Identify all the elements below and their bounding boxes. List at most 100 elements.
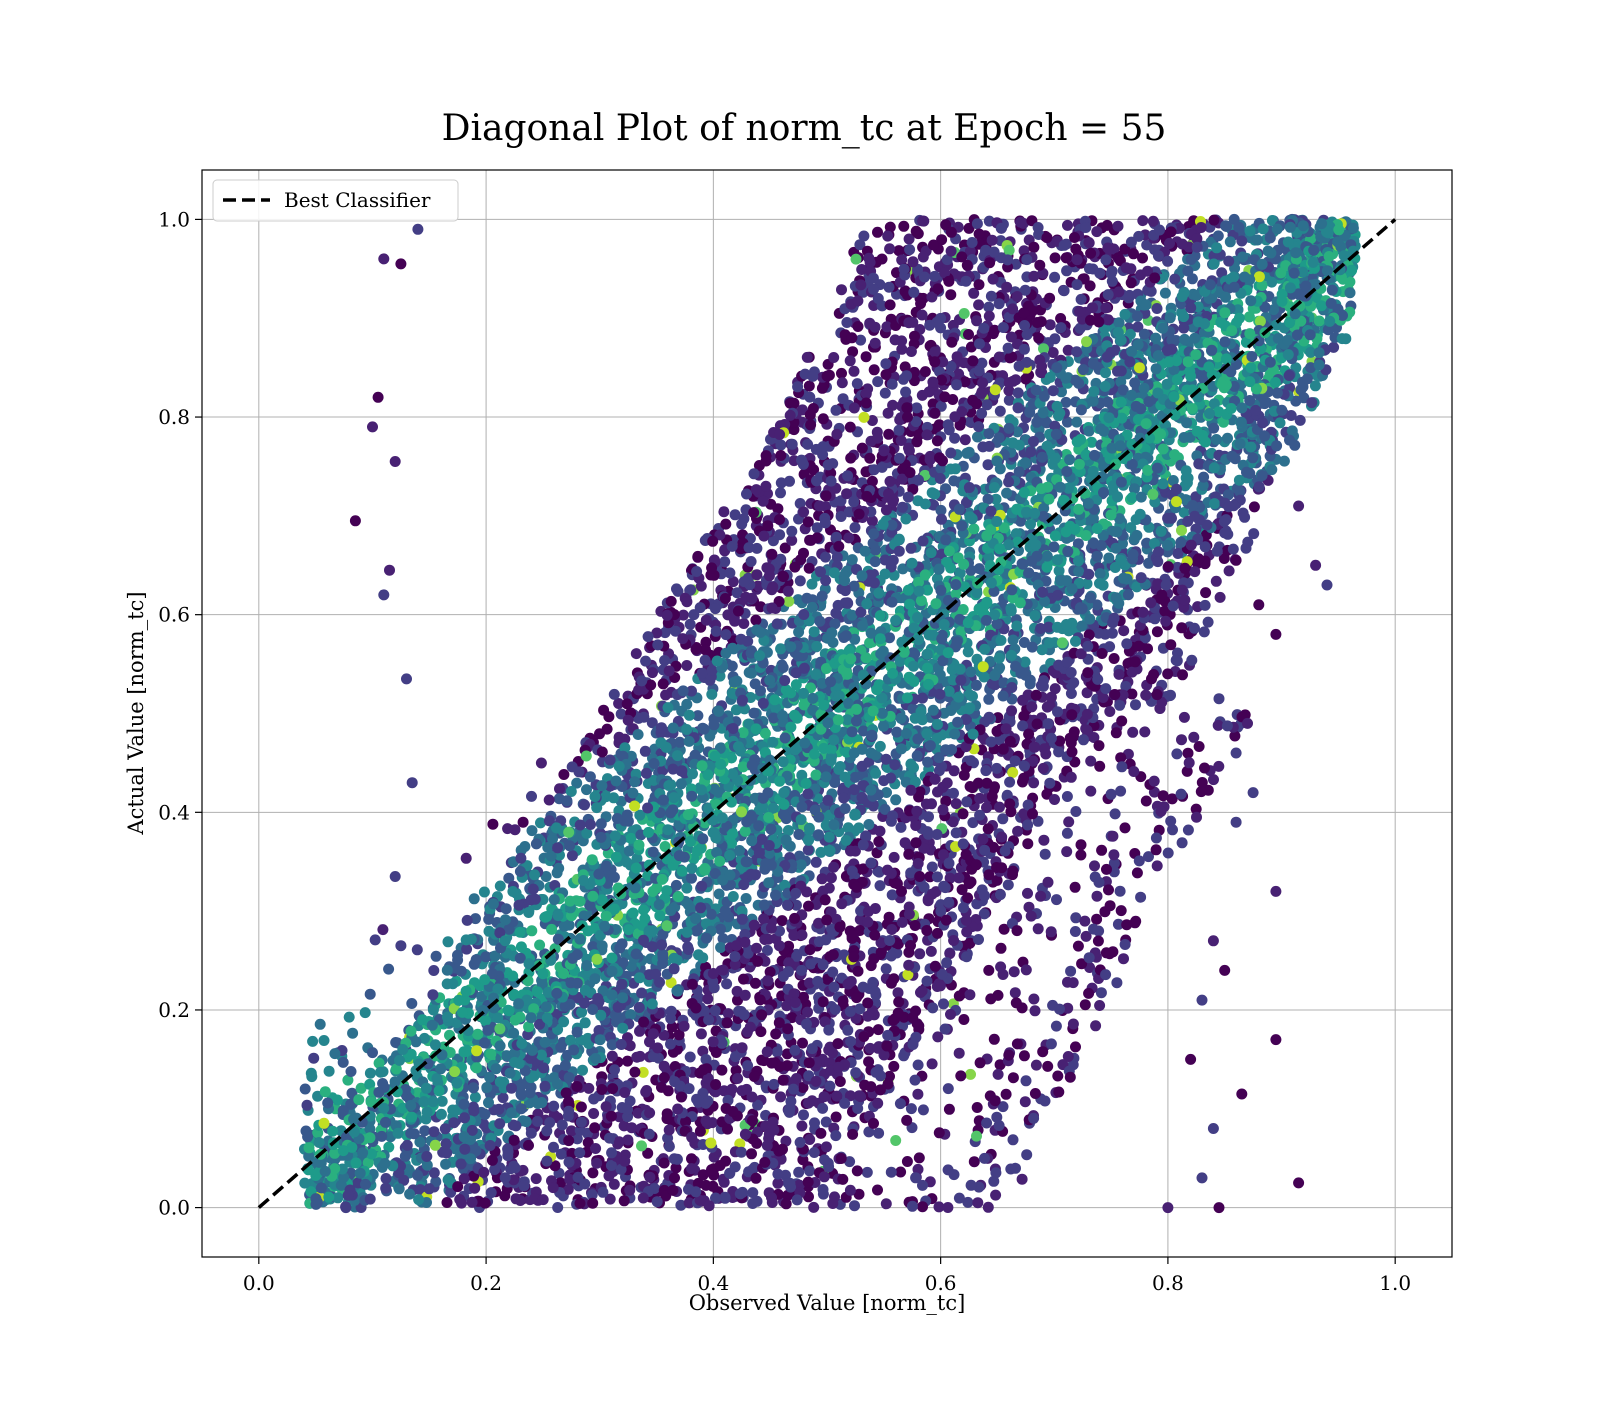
scatter-point <box>1090 1020 1101 1031</box>
scatter-point <box>775 487 786 498</box>
scatter-point <box>1224 565 1235 576</box>
scatter-point <box>945 289 956 300</box>
scatter-point <box>1094 761 1105 772</box>
scatter-point <box>783 966 794 977</box>
scatter-point <box>1115 886 1126 897</box>
scatter-point <box>1028 994 1039 1005</box>
scatter-point <box>755 1026 766 1037</box>
scatter-point <box>1152 626 1163 637</box>
scatter-point <box>659 655 670 666</box>
scatter-point <box>964 878 975 889</box>
scatter-point <box>973 299 984 310</box>
scatter-point <box>461 853 472 864</box>
scatter-point <box>736 519 747 530</box>
scatter-point <box>1199 626 1210 637</box>
scatter-point <box>1010 987 1021 998</box>
scatter-point <box>1279 456 1290 467</box>
scatter-point <box>1118 953 1129 964</box>
scatter-point <box>954 1193 965 1204</box>
scatter-point <box>715 942 726 953</box>
scatter-point <box>954 991 965 1002</box>
scatter-point <box>1171 748 1182 759</box>
scatter-point <box>1091 226 1102 237</box>
scatter-point <box>1151 844 1162 855</box>
scatter-point <box>796 1121 807 1132</box>
scatter-point <box>307 1036 318 1047</box>
scatter-point <box>718 506 729 517</box>
scatter-point <box>886 1167 897 1178</box>
scatter-point <box>365 989 376 1000</box>
scatter-point <box>306 1071 317 1082</box>
scatter-point <box>495 881 506 892</box>
scatter-point <box>912 495 923 506</box>
scatter-point <box>803 844 814 855</box>
scatter-point <box>1200 600 1211 611</box>
scatter-point <box>948 788 959 799</box>
scatter-point <box>990 1190 1001 1201</box>
scatter-point <box>768 803 779 814</box>
scatter-point <box>777 915 788 926</box>
scatter-point <box>383 964 394 975</box>
scatter-point <box>558 769 569 780</box>
scatter-point <box>1014 361 1025 372</box>
scatter-point <box>1176 734 1187 745</box>
scatter-point <box>868 1118 879 1129</box>
scatter-point <box>872 433 883 444</box>
scatter-point <box>1196 786 1207 797</box>
scatter-point <box>890 794 901 805</box>
scatter-point <box>998 691 1009 702</box>
scatter-point <box>526 925 537 936</box>
scatter-point <box>796 965 807 976</box>
scatter-point <box>442 1197 453 1208</box>
scatter-point <box>867 515 878 526</box>
scatter-point <box>995 406 1006 417</box>
scatter-point <box>720 1192 731 1203</box>
scatter-point <box>1110 808 1121 819</box>
scatter-point <box>590 791 601 802</box>
scatter-point <box>634 1002 645 1013</box>
scatter-point <box>1076 294 1087 305</box>
scatter-point <box>1008 1134 1019 1145</box>
scatter-point <box>469 1183 480 1194</box>
scatter-point <box>869 364 880 375</box>
scatter-point <box>1199 763 1210 774</box>
scatter-point <box>862 1167 873 1178</box>
scatter-point <box>836 368 847 379</box>
scatter-point <box>817 873 828 884</box>
scatter-point <box>828 352 839 363</box>
scatter-point <box>1109 653 1120 664</box>
scatter-point <box>1020 457 1031 468</box>
scatter-point <box>1065 966 1076 977</box>
scatter-point <box>1183 825 1194 836</box>
scatter-point <box>979 672 990 683</box>
scatter-point <box>841 317 852 328</box>
scatter-point <box>677 866 688 877</box>
scatter-point <box>1160 288 1171 299</box>
scatter-point <box>896 743 907 754</box>
scatter-point <box>619 1195 630 1206</box>
scatter-point <box>1026 911 1037 922</box>
scatter-point <box>1096 987 1107 998</box>
scatter-point <box>929 489 940 500</box>
scatter-point <box>820 552 831 563</box>
scatter-point <box>1061 265 1072 276</box>
scatter-point <box>815 1128 826 1139</box>
scatter-point <box>1172 548 1183 559</box>
scatter-point <box>971 680 982 691</box>
scatter-point <box>554 783 565 794</box>
scatter-point <box>412 944 423 955</box>
scatter-point <box>962 892 973 903</box>
scatter-point <box>647 886 658 897</box>
scatter-point <box>1071 417 1082 428</box>
scatter-point <box>721 978 732 989</box>
scatter-point <box>664 1125 675 1136</box>
scatter-point <box>1009 966 1020 977</box>
scatter-point <box>431 951 442 962</box>
scatter-point <box>831 1112 842 1123</box>
scatter-point <box>793 1167 804 1178</box>
scatter-point <box>1079 916 1090 927</box>
scatter-point <box>803 835 814 846</box>
scatter-points <box>299 214 1361 1213</box>
scatter-point <box>815 847 826 858</box>
scatter-point <box>681 699 692 710</box>
